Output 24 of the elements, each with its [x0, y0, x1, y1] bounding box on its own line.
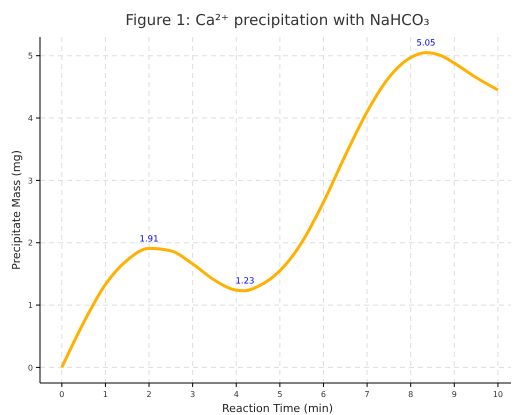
x-tick-label: 2 — [146, 390, 152, 399]
annotation: 1.23 — [236, 276, 254, 287]
y-tick-label: 5 — [28, 52, 33, 61]
y-tick-label: 4 — [28, 114, 33, 124]
x-tick-label: 1 — [102, 390, 108, 399]
chart-title: Figure 1: Ca²⁺ precipitation with NaHCO₃ — [125, 11, 430, 29]
y-tick-label: 0 — [28, 363, 33, 372]
x-tick-label: 4 — [234, 390, 239, 399]
x-tick-label: 7 — [364, 390, 370, 399]
x-axis-title: Reaction Time (min) — [222, 402, 334, 415]
x-tick-label: 6 — [320, 390, 326, 399]
y-axis-title: Precipitate Mass (mg) — [10, 150, 23, 270]
y-tick-label: 2 — [28, 238, 33, 248]
x-tick-label: 8 — [408, 390, 414, 399]
x-tick-label: 10 — [492, 390, 504, 399]
x-tick-label: 9 — [452, 390, 457, 399]
x-tick-label: 5 — [277, 390, 282, 399]
annotation: 1.91 — [140, 234, 158, 244]
x-tick-label: 3 — [190, 390, 196, 399]
x-tick-label: 0 — [59, 390, 64, 399]
annotation: 5.05 — [416, 38, 436, 49]
y-tick-label: 1 — [28, 301, 33, 310]
line-series — [60, 51, 500, 369]
y-tick-label: 3 — [28, 176, 33, 186]
